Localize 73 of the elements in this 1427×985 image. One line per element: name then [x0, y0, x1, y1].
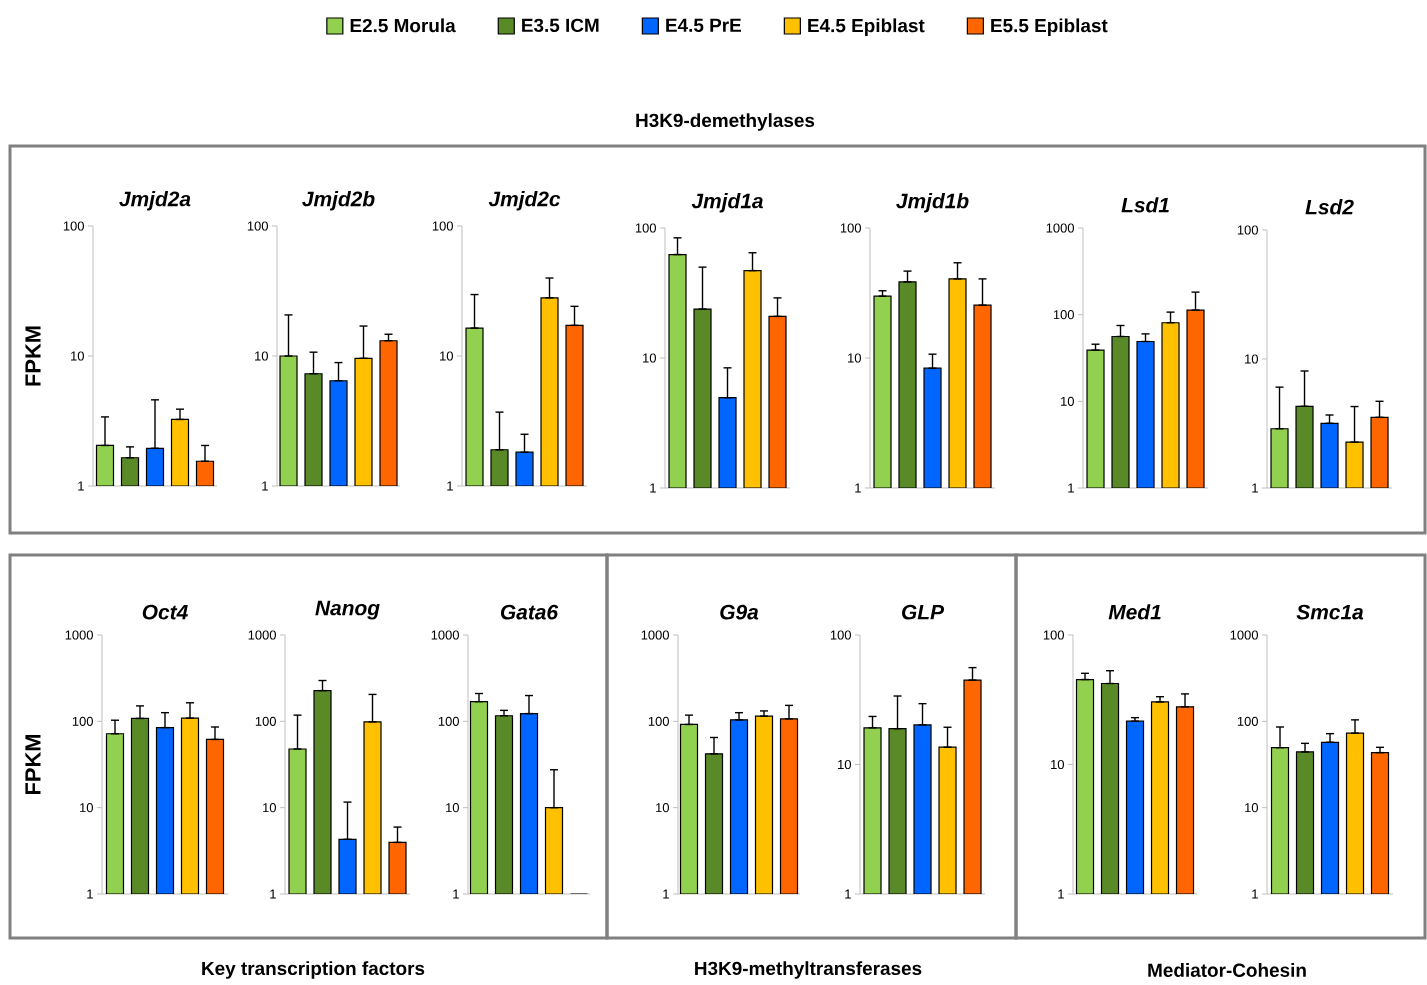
y-tick-label: 10	[1051, 759, 1064, 770]
y-tick-label: 1000	[248, 630, 276, 640]
legend-label: E5.5 Epiblast	[991, 18, 1108, 37]
chart-title: Gata6	[500, 604, 559, 620]
y-tick-label: 10	[80, 803, 93, 813]
chart-title: Smc1a	[1296, 604, 1364, 620]
y-tick-label: 10	[848, 353, 861, 363]
chart-title: Jmjd1a	[691, 192, 763, 213]
y-tick-label: 100	[1237, 716, 1258, 726]
y-tick-label: 1000	[641, 630, 669, 640]
y-tick-label: 100	[635, 223, 656, 233]
y-tick-label: 10	[656, 803, 669, 813]
legend-label: E2.5 Morula	[350, 18, 456, 33]
chart-title: Nanog	[315, 600, 380, 620]
y-tick-label: 100	[1043, 630, 1064, 640]
y-tick-label: 1000	[431, 630, 459, 640]
chart-title: Oct4	[142, 604, 188, 620]
y-tick-label: 1	[1252, 483, 1258, 493]
y-tick-label: 10	[440, 351, 453, 361]
y-tick-label: 10	[1245, 354, 1258, 364]
chart-title: Jmjd2c	[488, 190, 561, 211]
y-tick-label: 1000	[1046, 223, 1074, 233]
y-tick-label: 1	[1252, 889, 1258, 899]
text: Mediator-Cohesin	[1148, 963, 1306, 977]
y-tick-label: 1	[78, 481, 84, 491]
y-tick-label: 1	[270, 889, 276, 899]
y-tick-label: 1	[855, 483, 861, 493]
y-tick-label: 10	[71, 351, 84, 361]
text: H3K9-demethylases	[636, 113, 815, 131]
y-tick-label: 1	[447, 481, 453, 491]
chart-title: Lsd1	[1121, 197, 1169, 213]
chart-title: G9a	[720, 604, 759, 620]
y-tick-label: 1000	[65, 630, 93, 640]
y-tick-label: 10	[1061, 396, 1074, 406]
y-tick-label: 100	[432, 221, 453, 231]
y-tick-label: 1	[453, 889, 459, 899]
chart-title: Jmjd2b	[302, 190, 375, 211]
y-tick-label: 100	[438, 716, 459, 726]
y-tick-label: 100	[648, 716, 669, 726]
y-axis-title: FPKM	[25, 326, 41, 386]
chart-title: Jmjd2a	[119, 190, 191, 211]
y-tick-label: 1	[1058, 889, 1064, 899]
y-tick-label: 1	[1068, 483, 1074, 493]
y-tick-label: 1	[845, 889, 851, 899]
y-tick-label: 100	[840, 223, 861, 233]
y-tick-label: 100	[255, 716, 276, 726]
legend-label: E3.5 ICM	[522, 18, 599, 33]
y-tick-label: 10	[446, 803, 459, 813]
y-tick-label: 10	[643, 353, 656, 363]
y-tick-label: 10	[263, 803, 276, 813]
y-tick-label: 100	[247, 221, 268, 231]
y-tick-label: 100	[1237, 225, 1258, 235]
y-tick-label: 10	[255, 351, 268, 361]
y-tick-label: 100	[830, 630, 851, 640]
chart-title: GLP	[902, 604, 945, 620]
legend-label: E4.5 Epiblast	[808, 18, 925, 37]
y-tick-label: 1000	[1230, 630, 1258, 640]
chart-title: Jmjd1b	[896, 192, 969, 213]
y-tick-label: 1	[87, 889, 93, 899]
legend-label: E4.5 PrE	[666, 18, 741, 32]
text: H3K9-methyltransferases	[695, 961, 922, 979]
y-tick-label: 1	[650, 483, 656, 493]
text: Key transcription factors	[202, 961, 425, 979]
y-tick-label: 100	[63, 221, 84, 231]
y-tick-label: 10	[838, 759, 851, 770]
y-tick-label: 100	[1053, 310, 1074, 320]
chart-title: Lsd2	[1305, 199, 1354, 215]
y-axis-title: FPKM	[25, 734, 41, 795]
y-tick-label: 1	[663, 889, 669, 899]
y-tick-label: 1	[262, 481, 268, 491]
y-tick-label: 100	[72, 716, 93, 726]
chart-title: Med1	[1108, 604, 1161, 620]
y-tick-label: 10	[1245, 803, 1258, 813]
